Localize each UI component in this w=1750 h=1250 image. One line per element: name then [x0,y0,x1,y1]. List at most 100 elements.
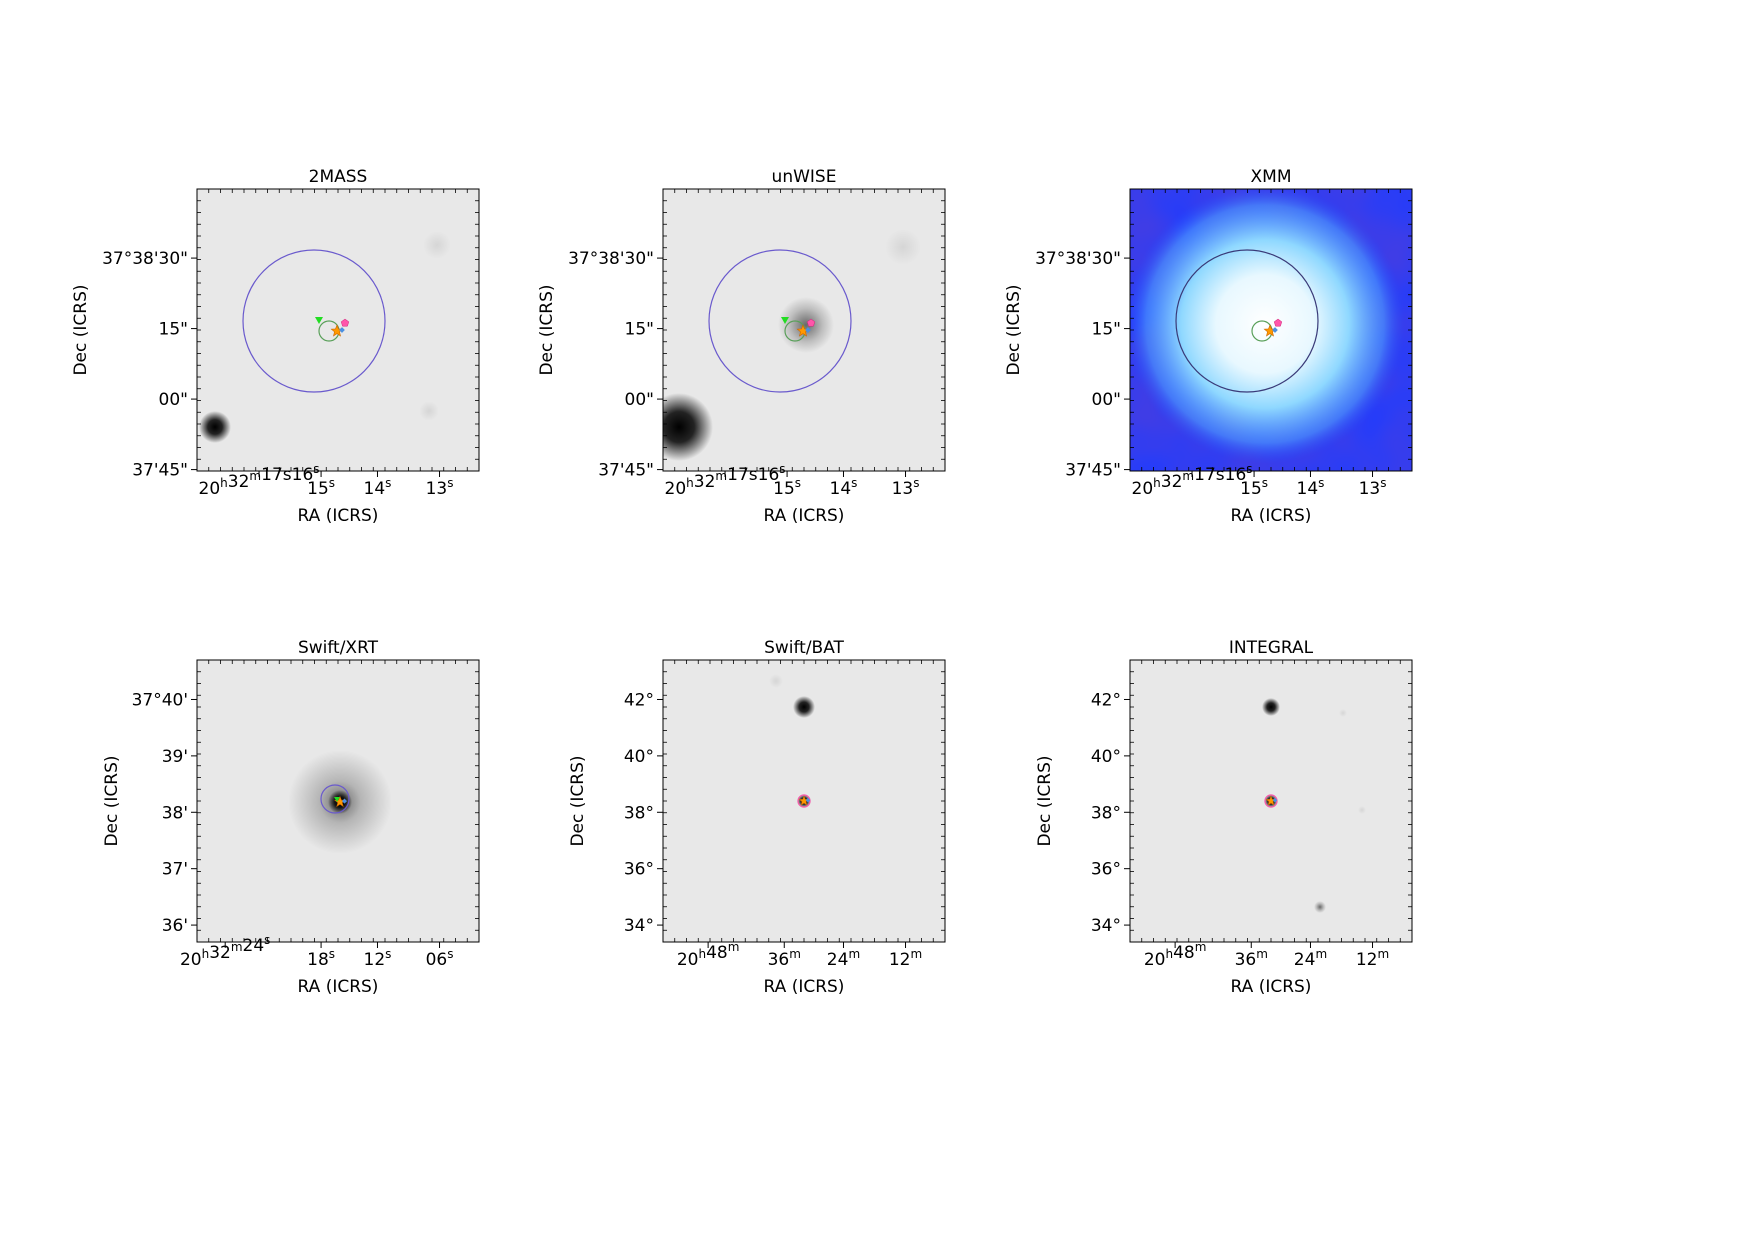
y-axis-label: Dec (ICRS) [1004,284,1024,375]
panel-title: XMM [1251,167,1292,187]
y-axis-label: Dec (ICRS) [1035,755,1055,846]
xray-source-glow [1130,189,1405,464]
x-tick-label: 12s [364,947,392,970]
panel-integral: INTEGRAL 20h48m 36m 24m 12m 42° 40° 38° 36° 34° RA… [1035,638,1413,997]
axis-ticks [197,189,479,471]
faint-blob [1339,709,1347,717]
x-axis-label: RA (ICRS) [1231,977,1312,997]
panel-title: Swift/BAT [764,638,844,658]
x-tick-label: 36m [1235,947,1268,970]
axis-ticks [663,189,945,471]
x-axis-label: RA (ICRS) [298,977,379,997]
x-tick-label: 12m [889,947,922,970]
error-circle-large [1175,249,1319,393]
panel-image [197,660,479,942]
x-tick-label: 13s [426,476,454,499]
error-circle [320,784,350,814]
x-axis-label: RA (ICRS) [298,506,379,526]
faint-blob [419,401,439,421]
x-tick-label: 24m [827,947,860,970]
panel-title: Swift/XRT [298,638,379,658]
x-tick-label: 14s [364,476,392,499]
axis-ticks [197,660,479,942]
y-tick-label: 37°40' [132,690,188,710]
y-tick-label: 37' [162,860,188,880]
panel-image [197,189,479,471]
x-tick-label: 36m [768,947,801,970]
x-tick-label: 14s [830,476,858,499]
bright-source-blob [793,696,815,718]
faint-source-blob [1314,901,1326,913]
x-tick-label: 20h48m [677,940,740,970]
y-tick-label: 38° [624,803,654,823]
panel-title: INTEGRAL [1229,638,1314,658]
y-tick-label: 37°38'30" [102,249,188,269]
y-tick-label: 37'45" [132,461,188,481]
faint-blob [423,231,451,259]
diamond-marker-icon [339,327,345,333]
panel-image [663,660,945,942]
y-tick-label: 36' [162,916,188,936]
faint-blob [885,229,921,265]
x-axis-label: RA (ICRS) [1231,506,1312,526]
y-tick-label: 15" [159,320,188,340]
y-tick-label: 42° [624,690,654,710]
y-tick-label: 40° [1091,747,1121,767]
y-tick-label: 40° [624,747,654,767]
y-tick-label: 00" [1092,390,1121,410]
source-blob [778,297,834,353]
x-tick-label: 15s [1240,476,1268,499]
y-tick-label: 42° [1091,690,1121,710]
x-tick-label: 20h32m17s16s [665,462,786,499]
y-tick-label: 00" [625,390,654,410]
bright-source-blob [1262,698,1280,716]
x-tick-label: 13s [892,476,920,499]
triangle-marker-icon [315,317,323,324]
panel-image [1130,189,1412,471]
panel-image [1130,660,1412,942]
axis-ticks [663,660,945,942]
triangle-marker-icon [781,317,789,324]
error-circle [797,794,811,808]
pentagon-marker-icon [1273,318,1283,327]
panel-title: 2MASS [309,167,368,187]
panel-swift-bat: Swift/BAT 20h48m 36m 24m 12m 42° 40° 38° 36° 34° R… [568,638,946,997]
y-tick-label: 34° [624,916,654,936]
pentagon-marker-icon [340,318,350,327]
triangle-marker-icon [334,797,340,802]
error-circle-large [242,249,386,393]
axis-ticks [1130,660,1412,942]
faint-blob [769,674,783,688]
x-tick-label: 18s [307,947,335,970]
panel-title: unWISE [772,167,837,187]
y-tick-label: 38° [1091,803,1121,823]
y-axis-label: Dec (ICRS) [102,755,122,846]
y-tick-label: 38' [162,803,188,823]
y-tick-label: 15" [625,320,654,340]
bright-star-blob [663,393,713,461]
x-tick-label: 13s [1359,476,1387,499]
y-axis-label: Dec (ICRS) [71,284,91,375]
x-axis-label: RA (ICRS) [764,506,845,526]
error-circle-large [708,249,852,393]
y-tick-label: 37'45" [598,461,654,481]
y-axis-label: Dec (ICRS) [568,755,588,846]
pentagon-marker-icon [806,318,816,327]
x-tick-label: 15s [773,476,801,499]
axis-ticks [1130,189,1412,471]
y-tick-label: 34° [1091,916,1121,936]
error-circle [1264,794,1278,808]
x-tick-label: 12m [1356,947,1389,970]
x-tick-label: 06s [426,947,454,970]
diamond-marker-icon [805,327,811,333]
y-axis-label: Dec (ICRS) [537,284,557,375]
diamond-marker-icon [1272,327,1278,333]
y-tick-label: 37°38'30" [568,249,654,269]
x-tick-label: 20h32m17s16s [199,462,320,499]
faint-blob [1358,806,1366,814]
x-tick-label: 15s [307,476,335,499]
